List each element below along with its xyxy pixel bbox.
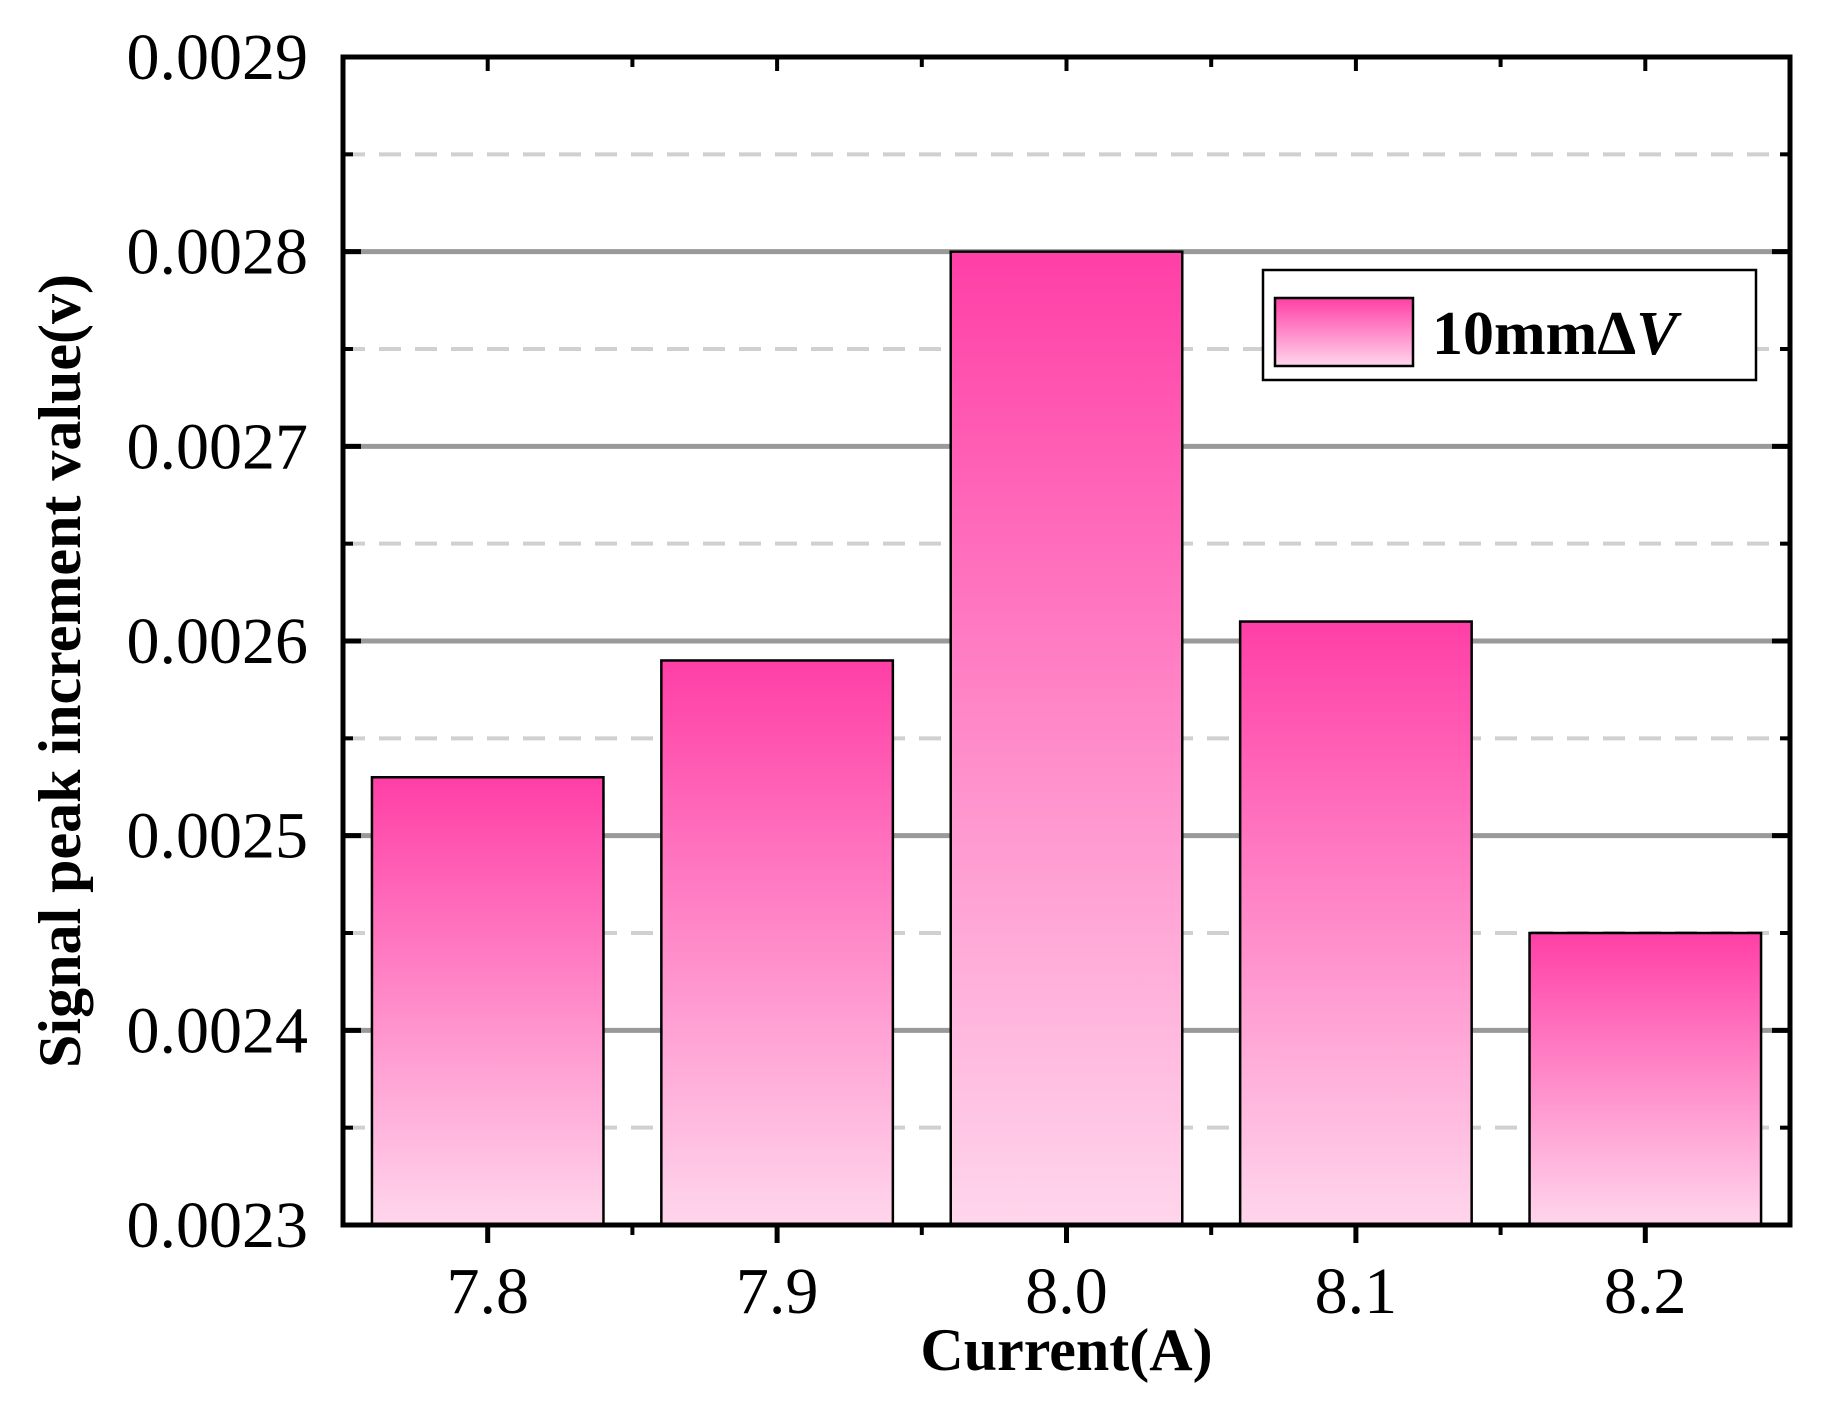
y-tick-label: 0.0026 xyxy=(127,605,309,678)
x-tick-label: 8.2 xyxy=(1604,1255,1687,1328)
bars xyxy=(370,250,1763,1227)
y-tick-label: 0.0024 xyxy=(127,994,309,1067)
x-tick-label: 8.1 xyxy=(1315,1255,1398,1328)
x-tick-label: 7.9 xyxy=(736,1255,819,1328)
bar-7.9 xyxy=(660,659,895,1227)
bar-7.8 xyxy=(370,776,605,1227)
legend: 10mmΔV xyxy=(1261,268,1758,382)
y-tick-label: 0.0025 xyxy=(127,800,309,873)
legend-label-main: 10mmΔ xyxy=(1432,300,1636,368)
y-tick-label: 0.0029 xyxy=(127,21,309,94)
y-tick-label: 0.0028 xyxy=(127,216,309,289)
x-axis-title: Current(A) xyxy=(920,1317,1212,1383)
axis-ticks xyxy=(343,54,1790,1243)
legend-swatch xyxy=(1273,296,1415,368)
y-tick-labels: 0.0023 0.0024 0.0025 0.0026 0.0027 0.0028 0.00… xyxy=(127,21,309,1262)
y-tick-label: 0.0027 xyxy=(127,410,309,483)
y-tick-label: 0.0023 xyxy=(127,1189,309,1262)
x-tick-labels: 7.8 7.9 8.0 8.1 8.2 xyxy=(446,1255,1686,1328)
bar-8.2 xyxy=(1528,931,1763,1227)
x-tick-label: 7.8 xyxy=(446,1255,529,1328)
x-tick-label: 8.0 xyxy=(1025,1255,1108,1328)
legend-label-italic: V xyxy=(1636,300,1682,368)
y-axis-title: Signal peak increment value(v) xyxy=(27,274,93,1068)
bar-8.1 xyxy=(1238,620,1473,1227)
legend-label: 10mmΔV xyxy=(1432,300,1682,368)
bar-8.0 xyxy=(949,250,1184,1227)
